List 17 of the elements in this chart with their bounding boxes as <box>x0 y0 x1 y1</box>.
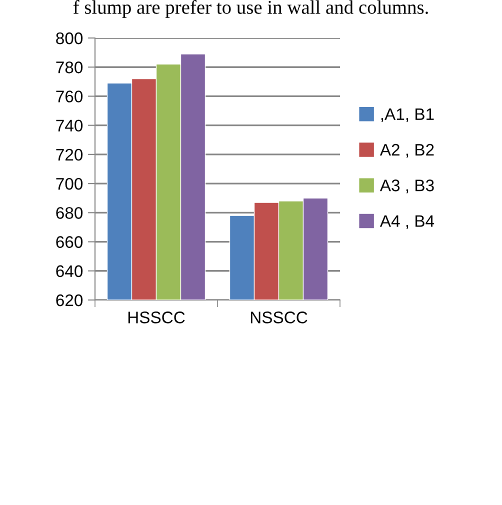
x-tick-label: NSSCC <box>250 312 308 324</box>
y-tick-label: 680 <box>56 207 83 219</box>
y-tick-label: 720 <box>56 148 83 161</box>
legend-label: A3 , B3 <box>380 180 434 194</box>
legend-label: ,A1, B1 <box>381 108 434 122</box>
y-tick-label: 620 <box>56 294 83 306</box>
y-tick-label: 780 <box>56 62 83 74</box>
y-tick-label: 800 <box>56 32 83 44</box>
y-tick-label: 760 <box>56 90 83 102</box>
legend-label: A4 , B4 <box>380 215 434 229</box>
y-tick-label: 700 <box>56 178 83 190</box>
legend-label: A2 , B2 <box>380 144 434 158</box>
x-tick-label: HSSCC <box>128 312 185 324</box>
y-tick-label: 640 <box>56 265 83 278</box>
text: f slump are prefer to use in wall and columns. <box>73 0 428 18</box>
y-tick-label: 740 <box>56 120 83 132</box>
y-tick-label: 660 <box>56 236 83 248</box>
